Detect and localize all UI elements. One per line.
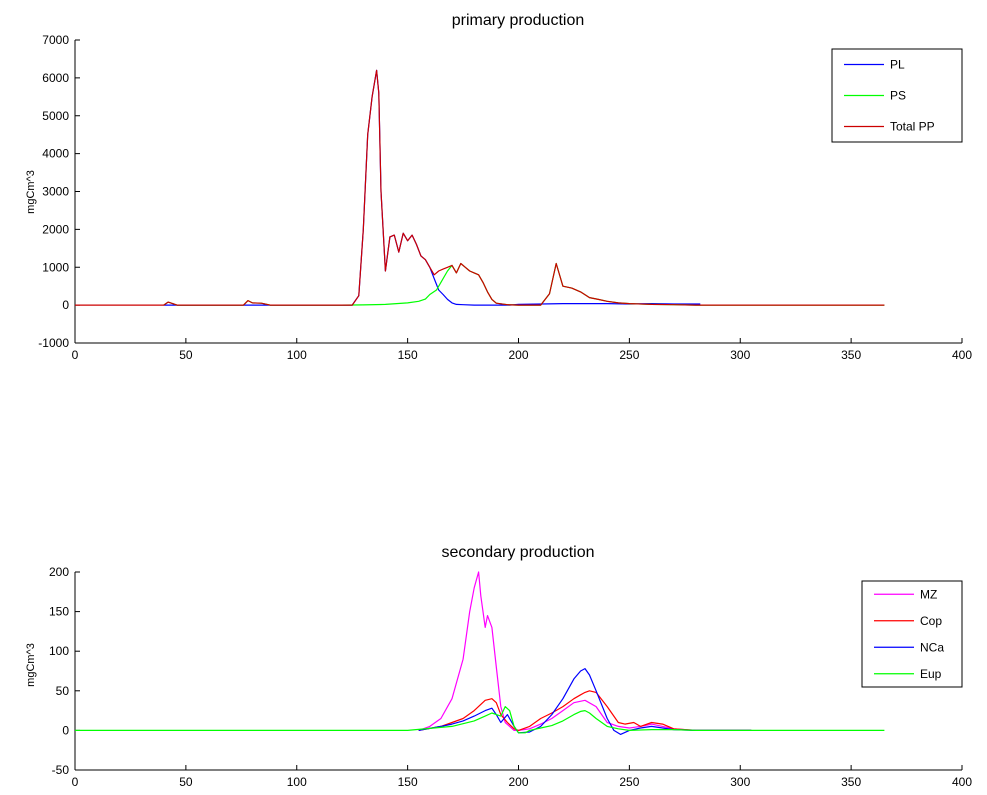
x-tick-label: 350 [841,775,861,789]
primary-production-chart: primary production mgCm^3 0 50 100 150 200 25… [25,12,972,362]
x-tick-label: 250 [619,348,639,362]
y-tick-label: 1000 [42,260,69,274]
legend-box [861,580,963,688]
x-tick-label: 0 [72,775,79,789]
x-tick-label: 50 [179,775,193,789]
y-tick-label: 5000 [42,109,69,123]
secondary-production-chart: secondary production mgCm^3 0 50 100 150 200… [25,544,972,789]
x-tick-label: 200 [508,348,528,362]
x-tick-label: 100 [287,775,307,789]
legend-label: NCa [920,640,944,654]
x-tick-label: 50 [179,348,193,362]
primary-plot-area: 0 50 100 150 200 250 300 350 400-100001000200030… [38,33,972,362]
legend-label: MZ [920,587,937,601]
x-tick-label: 250 [619,775,639,789]
series-line-cop [418,690,752,732]
legend-label: Total PP [890,120,935,134]
y-tick-label: 6000 [42,71,69,85]
primary-chart-title: primary production [452,12,585,29]
y-tick-label: 100 [49,644,69,658]
y-tick-label: 2000 [42,222,69,236]
legend: MZ Cop NCa Eup [861,580,963,688]
x-tick-label: 350 [841,348,861,362]
y-tick-label: -50 [52,763,70,777]
x-tick-label: 150 [398,348,418,362]
x-tick-label: 200 [508,775,528,789]
y-tick-label: 0 [62,723,69,737]
series-line-nca [418,667,752,736]
legend-label: Eup [920,667,942,681]
x-tick-label: 0 [72,348,79,362]
secondary-y-axis-label: mgCm^3 [25,643,37,687]
secondary-plot-area: 0 50 100 150 200 250 300 350 400-50050100150200M… [49,565,972,789]
x-tick-label: 100 [287,348,307,362]
x-tick-label: 400 [952,348,972,362]
y-tick-label: -1000 [38,336,69,350]
y-tick-label: 4000 [42,147,69,161]
x-tick-label: 300 [730,775,750,789]
legend-label: PL [890,58,905,72]
x-tick-label: 400 [952,775,972,789]
series-line-mz [418,571,752,732]
y-tick-label: 150 [49,605,69,619]
x-tick-label: 150 [398,775,418,789]
secondary-chart-title: secondary production [442,544,595,561]
series-line-ps [163,262,885,306]
y-tick-label: 7000 [42,33,69,47]
primary-y-axis-label: mgCm^3 [25,170,37,214]
legend-label: PS [890,89,906,103]
y-tick-label: 0 [62,298,69,312]
x-tick-label: 300 [730,348,750,362]
legend: PL PS Total PP [831,48,963,143]
y-tick-label: 200 [49,565,69,579]
series-line-eup [75,705,885,734]
y-tick-label: 3000 [42,185,69,199]
series-line-total-pp [75,69,885,306]
legend-label: Cop [920,614,942,628]
y-tick-label: 50 [56,684,70,698]
